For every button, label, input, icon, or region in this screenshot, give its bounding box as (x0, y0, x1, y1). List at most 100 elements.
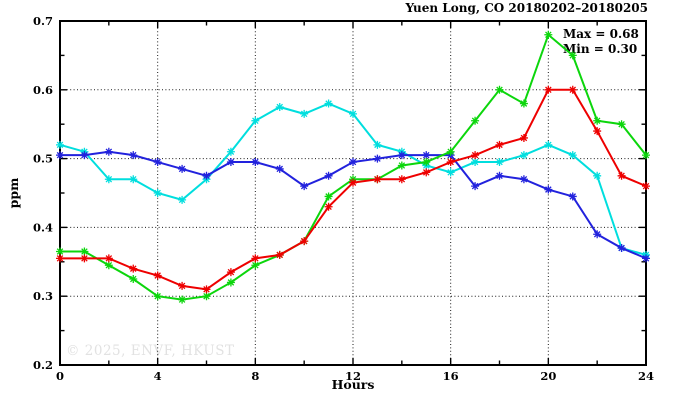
data-point-marker (129, 151, 138, 160)
y-tick-label: 0.2 (33, 358, 53, 372)
x-tick-label: 16 (443, 369, 459, 383)
data-point-marker (568, 192, 577, 201)
y-tick-label: 0.6 (33, 83, 53, 97)
data-point-marker (226, 278, 235, 287)
data-point-marker (642, 254, 650, 263)
x-tick-label: 20 (540, 369, 556, 383)
data-point-marker (349, 158, 357, 167)
data-point-marker (104, 254, 113, 263)
data-point-marker (178, 195, 187, 204)
data-point-marker (349, 178, 357, 187)
data-point-marker (324, 171, 333, 180)
data-point-marker (617, 120, 626, 129)
series-blue-markers (56, 147, 650, 263)
data-point-marker (422, 158, 431, 167)
data-point-marker (275, 250, 284, 259)
chart-title: Yuen Long, CO 20180202–20180205 (405, 1, 648, 15)
data-point-marker (593, 127, 602, 136)
data-point-marker (80, 151, 89, 160)
data-point-marker (471, 182, 480, 191)
x-tick-label: 4 (154, 369, 162, 383)
data-point-marker (153, 189, 162, 197)
data-point-marker (178, 164, 187, 173)
data-point-marker (300, 182, 309, 191)
y-tick-labels: 0.2 0.3 0.4 0.5 0.6 0.7 (33, 14, 53, 372)
series-red-markers (56, 85, 650, 294)
data-point-marker (153, 271, 162, 280)
data-point-marker (104, 175, 113, 184)
data-point-marker (495, 140, 504, 149)
data-point-marker (324, 192, 333, 201)
x-tick-label: 8 (251, 369, 259, 383)
data-point-marker (349, 109, 357, 118)
data-point-marker (153, 292, 162, 301)
data-point-marker (373, 175, 382, 184)
data-point-marker (56, 151, 64, 160)
data-point-marker (80, 247, 89, 256)
data-point-marker (544, 85, 553, 94)
watermark: © 2025, ENVF, HKUST (66, 343, 235, 359)
data-point-marker (373, 154, 382, 163)
data-point-marker (544, 30, 553, 39)
series-cyan (56, 99, 650, 259)
data-point-marker (642, 182, 650, 191)
data-point-marker (202, 171, 211, 180)
data-point-marker (129, 275, 138, 283)
data-point-marker (544, 140, 553, 149)
data-point-marker (617, 244, 626, 253)
data-point-marker (275, 164, 284, 173)
data-point-marker (446, 147, 455, 156)
data-point-marker (471, 116, 480, 125)
data-point-marker (275, 103, 284, 111)
data-point-marker (226, 268, 235, 277)
data-point-marker (129, 175, 138, 184)
data-point-marker (617, 171, 626, 180)
data-point-marker (129, 264, 138, 273)
data-point-marker (56, 254, 64, 263)
data-point-marker (519, 133, 528, 142)
data-point-marker (104, 261, 113, 270)
data-point-marker (226, 158, 235, 167)
x-tick-label: 24 (638, 369, 654, 383)
data-point-marker (495, 171, 504, 180)
data-point-marker (397, 175, 406, 184)
y-tick-label: 0.5 (33, 152, 53, 166)
data-point-marker (56, 140, 64, 149)
data-point-marker (422, 151, 431, 160)
data-point-marker (397, 161, 406, 170)
data-point-marker (422, 168, 431, 177)
data-point-marker (593, 171, 602, 180)
data-point-marker (202, 292, 211, 301)
data-point-marker (56, 247, 64, 256)
series-blue (56, 147, 650, 263)
data-point-marker (300, 109, 309, 118)
x-axis-label: Hours (331, 377, 375, 392)
data-point-marker (544, 185, 553, 194)
data-point-marker (226, 147, 235, 156)
data-point-marker (300, 237, 309, 246)
data-point-marker (397, 151, 406, 160)
x-tick-label: 12 (345, 369, 361, 383)
data-point-marker (519, 151, 528, 160)
y-tick-label: 0.7 (33, 14, 53, 28)
data-point-marker (495, 85, 504, 94)
x-tick-labels: 0 4 8 12 16 20 24 (56, 369, 654, 383)
data-point-marker (251, 254, 260, 263)
x-tick-label: 0 (56, 369, 64, 383)
data-point-marker (251, 261, 260, 270)
data-point-marker (153, 158, 162, 167)
max-annotation: Max = 0.68 (563, 27, 639, 41)
data-point-marker (178, 281, 187, 290)
data-point-marker (324, 202, 333, 211)
data-point-marker (251, 116, 260, 125)
data-point-marker (202, 285, 211, 294)
data-point-marker (104, 147, 113, 156)
min-annotation: Min = 0.30 (563, 42, 638, 56)
data-point-marker (251, 158, 260, 167)
data-point-marker (80, 254, 89, 263)
data-point-marker (324, 99, 333, 108)
data-point-marker (446, 158, 455, 167)
y-tick-label: 0.4 (33, 220, 53, 234)
data-point-marker (593, 230, 602, 239)
